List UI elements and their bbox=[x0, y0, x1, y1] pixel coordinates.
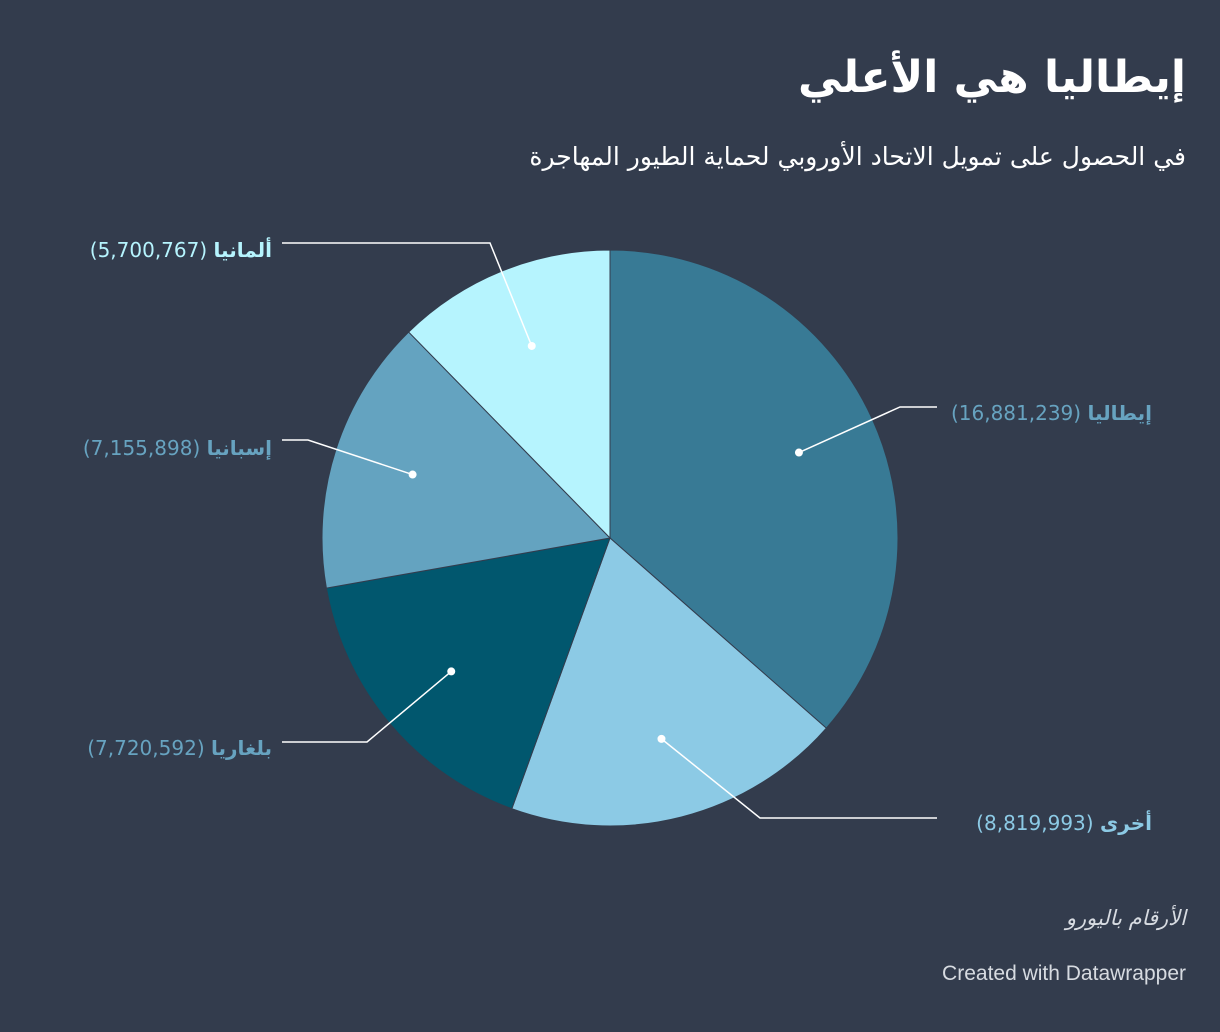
slice-5-leader-line bbox=[282, 242, 533, 347]
slice-3-leader-line bbox=[282, 670, 452, 743]
slice-2-leader-line bbox=[661, 738, 937, 819]
slice-2-wedge bbox=[511, 537, 828, 827]
units-note: الأرقام باليورو bbox=[1065, 906, 1186, 930]
slice-2-label-name: أخرى bbox=[1100, 809, 1152, 835]
slice-4-label-value: (7,155,898) bbox=[83, 436, 207, 460]
chart-title: إيطاليا هي الأعلي bbox=[797, 52, 1186, 103]
slice-1-leader-dot bbox=[794, 448, 803, 457]
slice-4-label: إسبانيا (7,155,898) bbox=[83, 436, 272, 460]
slice-3-label-name: بلغاريا bbox=[211, 736, 272, 760]
slice-2-label-value: (8,819,993) bbox=[976, 811, 1100, 835]
slice-1-label-value: (16,881,239) bbox=[951, 401, 1088, 425]
slice-4-label-name: إسبانيا bbox=[207, 436, 272, 460]
credit-text: Created with Datawrapper bbox=[942, 962, 1186, 985]
chart-subtitle: في الحصول على تمويل الاتحاد الأوروبي لحم… bbox=[529, 142, 1186, 171]
slice-5-label-name: ألمانيا bbox=[214, 236, 272, 262]
slice-3-label-value: (7,720,592) bbox=[87, 736, 211, 760]
slice-2-leader-dot bbox=[657, 734, 666, 743]
slice-4-leader-line bbox=[282, 439, 413, 476]
slice-1-label: إيطاليا (16,881,239) bbox=[951, 401, 1152, 425]
slice-5-label-value: (5,700,767) bbox=[90, 238, 214, 262]
slice-5-label: ألمانيا (5,700,767) bbox=[90, 236, 272, 262]
pie-slices bbox=[321, 249, 899, 827]
slice-4-leader-dot bbox=[408, 470, 417, 479]
leader-lines bbox=[282, 242, 937, 819]
slice-3-label: بلغاريا (7,720,592) bbox=[87, 736, 272, 760]
slice-3-leader-dot bbox=[447, 667, 456, 676]
slice-5-leader-dot bbox=[527, 341, 536, 350]
slice-1-label-name: إيطاليا bbox=[1087, 401, 1152, 425]
slice-labels: إيطاليا (16,881,239) أخرى (8,819,993) بلغا… bbox=[83, 236, 1152, 835]
slice-1-leader-line bbox=[798, 406, 937, 454]
slice-2-label: أخرى (8,819,993) bbox=[976, 809, 1152, 835]
